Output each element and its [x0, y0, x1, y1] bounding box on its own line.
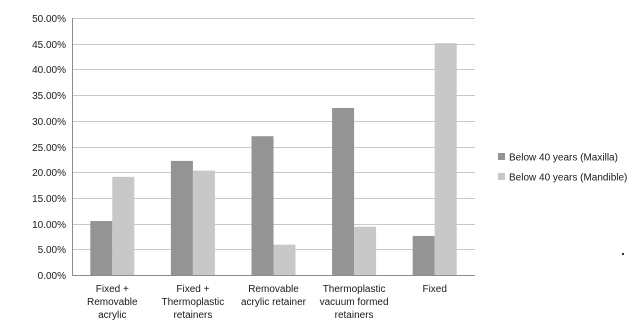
x-category-label-line: acrylic [98, 310, 126, 321]
x-category-label-line: Fixed + [96, 284, 129, 295]
y-tick-label: 40.00% [32, 65, 66, 76]
bar-mandible-3 [354, 226, 377, 275]
x-category-label-line: Thermoplastic [161, 297, 224, 308]
legend-swatch-maxilla [498, 153, 505, 160]
bars [90, 43, 457, 275]
y-tick-label: 0.00% [38, 271, 66, 282]
x-category-label-line: Fixed + [176, 284, 209, 295]
legend-label-maxilla: Below 40 years (Maxilla) [509, 153, 618, 164]
y-tick-label: 35.00% [32, 91, 66, 102]
x-category-label-line: vacuum formed [320, 297, 389, 308]
x-category-label-line: retainers [335, 310, 374, 321]
axes [72, 18, 475, 276]
bar-maxilla-2 [251, 136, 274, 275]
x-category-label: Removable acrylic retainer [241, 284, 307, 308]
y-tick-label: 25.00% [32, 143, 66, 154]
x-category-label: Fixed + Removable acrylic [87, 284, 138, 321]
bar-mandible-4 [434, 43, 457, 275]
x-category-label: Thermoplastic vacuum formed retainers [320, 284, 389, 321]
bar-maxilla-1 [170, 160, 193, 275]
y-tick-label: 50.00% [32, 14, 66, 25]
x-category-label: Fixed + Thermoplastic retainers [161, 284, 224, 321]
x-category-label-line: Removable [248, 284, 299, 295]
y-axis-tick-labels: 0.00% 5.00% 10.00% 15.00% 20.00% 25.00% 30.00%… [32, 14, 66, 282]
y-tick-label: 5.00% [38, 245, 66, 256]
y-tick-label: 10.00% [32, 220, 66, 231]
stray-dot [622, 253, 624, 255]
legend-label-mandible: Below 40 years (Mandible) [509, 173, 627, 184]
bar-maxilla-3 [332, 107, 355, 275]
y-tick-label: 15.00% [32, 194, 66, 205]
bar-maxilla-0 [90, 221, 113, 275]
legend-swatch-mandible [498, 173, 505, 180]
x-category-label: Fixed [422, 284, 446, 295]
y-tick-label: 45.00% [32, 40, 66, 51]
bar-mandible-1 [192, 170, 215, 275]
bar-maxilla-4 [412, 235, 435, 275]
x-category-label-line: Fixed [422, 284, 446, 295]
bar-mandible-0 [112, 176, 135, 275]
x-axis-category-labels: Fixed + Removable acrylic Fixed + Thermoplas… [87, 284, 447, 321]
y-tick-label: 20.00% [32, 168, 66, 179]
legend: Below 40 years (Maxilla) Below 40 years (… [498, 153, 627, 184]
x-category-label-line: Thermoplastic [323, 284, 386, 295]
y-tick-label: 30.00% [32, 117, 66, 128]
x-category-label-line: acrylic retainer [241, 297, 307, 308]
x-category-label-line: retainers [173, 310, 212, 321]
bar-mandible-2 [273, 244, 296, 275]
x-category-label-line: Removable [87, 297, 138, 308]
